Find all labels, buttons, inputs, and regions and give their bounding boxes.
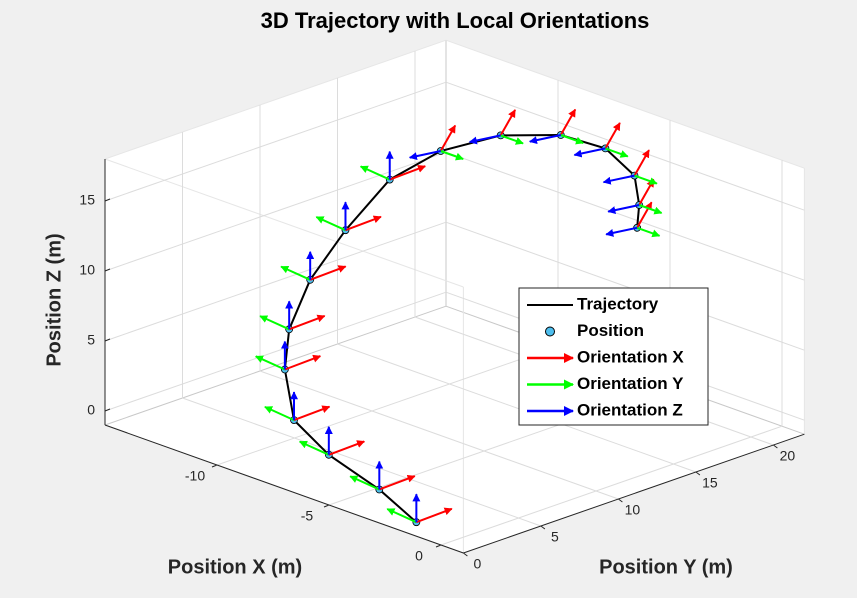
orientation-arrow <box>605 147 629 158</box>
orientation-arrow <box>284 354 322 371</box>
orientation-arrow <box>288 314 326 331</box>
orientation-arrow <box>636 226 661 238</box>
orientation-arrow <box>298 440 330 456</box>
orientation-arrow <box>328 440 366 456</box>
y-tick-label: 10 <box>625 502 641 518</box>
orientation-arrow <box>386 508 417 524</box>
orientation-arrow <box>416 507 453 524</box>
chart-title: 3D Trajectory with Local Orientations <box>261 8 650 33</box>
z-tick-label: 15 <box>79 192 95 208</box>
orientation-arrow <box>259 315 290 331</box>
orientation-arrow <box>309 265 347 281</box>
orientation-arrow <box>315 216 346 232</box>
x-axis-label: Position X (m) <box>168 556 302 578</box>
grid-line <box>445 221 805 351</box>
orientation-arrow <box>602 174 635 185</box>
orientation-arrow <box>636 201 653 229</box>
orientation-arrow <box>408 150 441 161</box>
tick-mark <box>435 544 442 548</box>
orientation-arrow <box>293 405 331 422</box>
orientation-arrow <box>573 147 606 158</box>
orientation-arrow <box>638 204 663 215</box>
tick-mark <box>540 525 546 530</box>
z-tick-label: 5 <box>87 332 95 348</box>
orientation-arrow <box>359 165 391 181</box>
x-tick-label: 0 <box>415 548 423 564</box>
grid-line <box>440 425 783 546</box>
y-axis-label: Position Y (m) <box>599 556 733 578</box>
grid-line <box>182 397 542 527</box>
legend-label: Orientation Y <box>577 374 684 393</box>
grid-line <box>104 81 447 202</box>
z-axis-label: Position Z (m) <box>43 233 65 366</box>
orientation-arrow <box>345 215 382 232</box>
grid-line <box>216 345 559 466</box>
tick-mark <box>323 504 330 508</box>
y-tick-label: 15 <box>702 475 718 491</box>
orientation-arrow <box>528 134 561 145</box>
x-axis-line <box>104 424 464 554</box>
orientation-arrow <box>378 474 416 491</box>
y-axis-line <box>463 433 805 554</box>
tick-mark <box>104 408 111 412</box>
x-tick-label: -5 <box>301 508 314 524</box>
tick-mark <box>463 552 468 557</box>
orientation-arrow <box>255 355 286 371</box>
grid-line <box>445 81 805 211</box>
orientation-arrow <box>559 108 577 136</box>
y-tick-label: 0 <box>474 556 482 572</box>
orientation-arrow <box>605 226 638 237</box>
legend-label: Position <box>577 321 644 340</box>
orientation-arrow <box>607 204 640 215</box>
orientation-arrow <box>264 405 295 422</box>
orientation-arrow <box>499 109 516 136</box>
tick-mark <box>618 498 623 503</box>
tick-mark <box>104 338 111 342</box>
orientation-arrow <box>604 122 621 149</box>
legend-label: Trajectory <box>577 294 659 313</box>
orientation-arrow <box>440 150 464 161</box>
orientation-arrow <box>634 174 658 185</box>
z-tick-label: 10 <box>79 262 95 278</box>
orientation-arrow <box>280 265 311 281</box>
grid-line <box>445 151 805 281</box>
orientation-arrow <box>560 134 584 145</box>
trajectory-line <box>283 133 641 523</box>
y-tick-label: 5 <box>551 529 559 545</box>
orientation-arrow <box>439 124 457 152</box>
orientation-arrow <box>500 134 524 145</box>
legend-label: Orientation X <box>577 347 684 366</box>
legend-label: Orientation Z <box>577 400 683 419</box>
orientation-arrow <box>633 149 650 177</box>
y-tick-label: 20 <box>780 448 796 464</box>
grid-line <box>337 343 697 473</box>
tick-mark <box>211 464 218 468</box>
tick-mark <box>104 268 111 272</box>
orientation-arrow <box>349 475 380 491</box>
tick-mark <box>773 444 778 449</box>
orientation-arrow <box>389 165 426 181</box>
tick-mark <box>695 471 701 476</box>
box-edge <box>104 39 447 160</box>
box-edge <box>445 39 805 169</box>
legend-box <box>518 287 709 426</box>
x-tick-label: -10 <box>185 468 205 484</box>
z-tick-label: 0 <box>87 402 95 418</box>
grid-line <box>259 370 619 500</box>
tick-mark <box>104 198 111 202</box>
orientation-arrow <box>468 134 501 145</box>
grid-line <box>104 221 447 342</box>
legend-swatch <box>545 326 555 337</box>
grid-line <box>104 291 447 412</box>
